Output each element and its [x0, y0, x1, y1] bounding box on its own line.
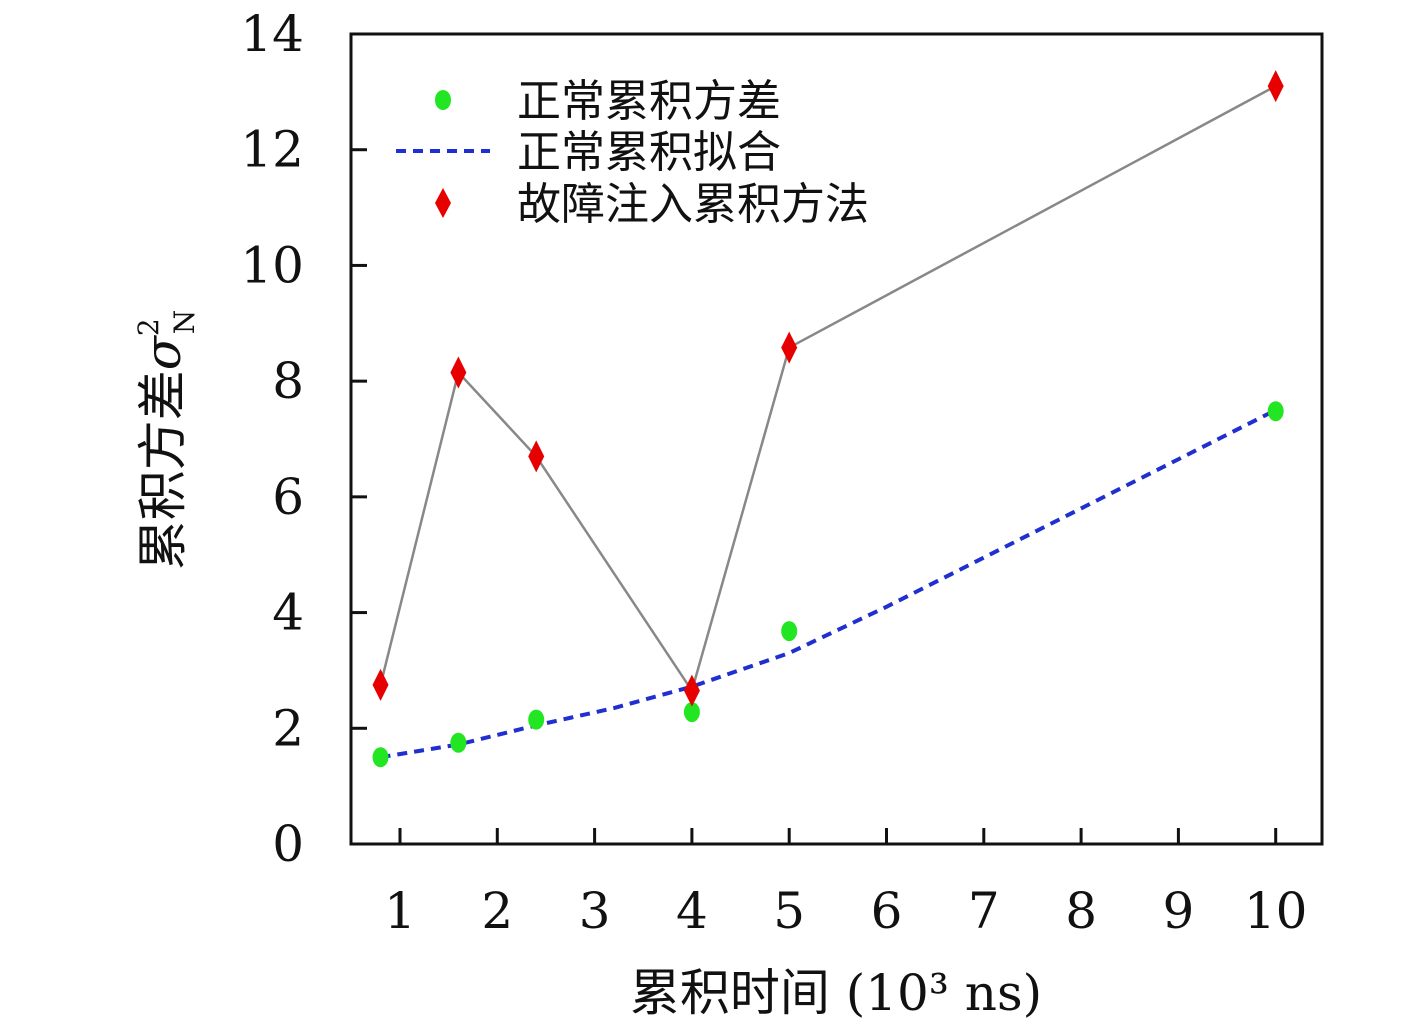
- fault-injection-point: [1267, 70, 1284, 103]
- x-axis-tick-labels: 1 2 3 4 5 6 7 8 9 10: [384, 882, 1307, 940]
- normal-variance-point: [450, 732, 467, 753]
- x-tick-label-6: 6: [871, 882, 903, 940]
- normal-variance-point: [372, 747, 389, 768]
- y-axis-title-symbol: σ: [134, 334, 192, 370]
- x-axis-title: 累积时间 (10³ ns): [630, 964, 1042, 1022]
- y-tick-label-12: 12: [240, 121, 304, 179]
- legend: 正常累积方差 正常累积拟合 故障注入累积方法: [396, 76, 869, 230]
- y-tick-label-10: 10: [240, 236, 304, 294]
- legend-label-normal-fit: 正常累积拟合: [517, 127, 781, 178]
- x-tick-label-5: 5: [773, 882, 805, 940]
- x-tick-label-4: 4: [676, 882, 708, 940]
- normal-variance-point: [683, 702, 700, 723]
- x-tick-label-8: 8: [1065, 882, 1097, 940]
- x-tick-label-1: 1: [384, 882, 416, 940]
- fault-injection-point: [372, 668, 389, 701]
- fault-injection-point: [528, 440, 545, 473]
- x-tick-label-7: 7: [968, 882, 1000, 940]
- y-axis-title-text: 累积方差: [134, 370, 192, 570]
- x-tick-label-9: 9: [1162, 882, 1194, 940]
- y-axis-tick-labels: 0 2 4 6 8 10 12 14: [240, 5, 304, 873]
- legend-marker-normal-variance: [435, 90, 451, 110]
- y-tick-label-4: 4: [272, 584, 304, 642]
- legend-label-normal-variance: 正常累积方差: [517, 76, 781, 127]
- normal-variance-point: [781, 621, 798, 642]
- y-axis-title-superscript: 2: [132, 318, 165, 336]
- y-tick-label-8: 8: [272, 352, 304, 410]
- series-layer: [372, 70, 1284, 768]
- y-axis-title: 累积方差σ2 N: [132, 310, 201, 570]
- x-tick-label-10: 10: [1244, 882, 1308, 940]
- x-tick-label-2: 2: [481, 882, 513, 940]
- fault-connector-line: [379, 84, 1277, 694]
- fault-injection-point: [781, 331, 798, 364]
- y-tick-label-2: 2: [272, 699, 304, 757]
- y-axis-title-subscript: N: [168, 310, 201, 335]
- fault-injection-point: [683, 674, 700, 707]
- normal-variance-point: [1267, 401, 1284, 422]
- y-axis-ticks: [351, 148, 367, 730]
- legend-marker-fault-injection: [435, 188, 451, 218]
- plot-frame: [349, 32, 1324, 846]
- legend-label-fault-injection: 故障注入累积方法: [517, 179, 869, 230]
- fit-line: [380, 408, 1277, 760]
- y-tick-label-6: 6: [272, 468, 304, 526]
- fault-injection-point: [450, 356, 467, 389]
- x-tick-label-3: 3: [579, 882, 611, 940]
- x-axis-ticks: [398, 828, 1278, 844]
- y-tick-label-0: 0: [272, 815, 304, 873]
- normal-variance-point: [528, 709, 545, 730]
- y-tick-label-14: 14: [240, 5, 304, 63]
